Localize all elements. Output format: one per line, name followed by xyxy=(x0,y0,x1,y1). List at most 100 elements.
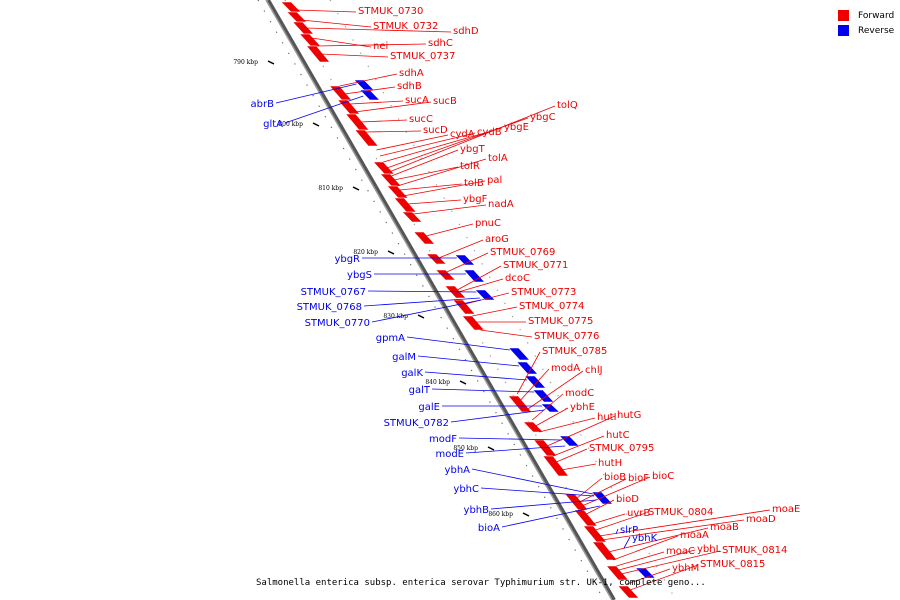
forward-leader-line xyxy=(552,435,605,457)
forward-leader-line xyxy=(620,550,721,575)
forward-feature xyxy=(393,197,417,213)
forward-gene-label: ybhL xyxy=(697,544,722,555)
tick-mark xyxy=(459,380,467,385)
tick-mark xyxy=(312,122,320,127)
label-leader-lines xyxy=(275,9,771,591)
reverse-gene-label: ybgR xyxy=(334,254,360,265)
forward-gene-label: ybgC xyxy=(530,112,556,123)
forward-gene-label: hutC xyxy=(606,430,630,441)
forward-leader-line xyxy=(601,519,745,541)
tick-mark xyxy=(352,186,360,191)
reverse-gene-label: abrB xyxy=(251,99,275,110)
reverse-leader-line xyxy=(367,290,477,293)
reverse-feature xyxy=(591,491,614,505)
reverse-leader-line xyxy=(371,299,482,323)
forward-leader-line xyxy=(586,499,615,515)
forward-leader-line xyxy=(316,43,427,47)
forward-feature xyxy=(522,421,544,433)
forward-leader-line xyxy=(354,101,432,113)
forward-gene-label: STMUK_0776 xyxy=(534,331,599,342)
forward-leader-line xyxy=(344,86,396,95)
reverse-gene-label: slrP xyxy=(620,525,638,536)
forward-gene-label: chlJ xyxy=(585,365,603,376)
forward-gene-label: moaA xyxy=(680,530,709,541)
reverse-gene-label: bioA xyxy=(478,523,500,534)
gene-labels: STMUK_0730 STMUK_0732 sdhD nei sdhC STMUK_073… xyxy=(251,6,801,574)
reverse-gene-label: galE xyxy=(418,402,440,413)
forward-gene-label: sdhD xyxy=(453,26,479,37)
reverse-gene-label: STMUK_0782 xyxy=(384,418,449,429)
forward-gene-label: bioC xyxy=(652,471,674,482)
forward-leader-line xyxy=(301,19,372,28)
forward-gene-label: pal xyxy=(487,175,502,186)
forward-gene-label: modC xyxy=(565,388,594,399)
forward-gene-label: sucB xyxy=(433,96,457,107)
forward-leader-line xyxy=(556,448,588,463)
reverse-leader-line xyxy=(450,409,545,423)
reverse-leader-line xyxy=(480,487,595,497)
forward-gene-label: aroG xyxy=(485,234,509,245)
sequence-backbone-highlight xyxy=(265,0,613,600)
forward-leader-line xyxy=(539,417,596,433)
forward-feature xyxy=(345,113,370,131)
reverse-gene-label: galM xyxy=(392,352,416,363)
forward-gene-label: moaC xyxy=(666,546,695,557)
forward-gene-label: ybhM xyxy=(672,563,699,574)
forward-leader-line xyxy=(516,351,541,395)
forward-leader-line xyxy=(612,535,679,561)
legend: Forward Reverse xyxy=(838,8,894,38)
reverse-gene-label: ybhK xyxy=(632,533,658,544)
reverse-gene-label: ybhC xyxy=(453,484,479,495)
tick-mark xyxy=(387,250,395,255)
forward-feature xyxy=(452,299,476,315)
forward-leader-line xyxy=(295,9,357,13)
reverse-leader-line xyxy=(363,297,480,307)
forward-leader-line xyxy=(446,252,489,273)
forward-gene-label: cydB xyxy=(477,127,502,138)
forward-leader-line xyxy=(457,265,502,291)
reverse-leader-line xyxy=(406,336,510,351)
reverse-leader-line xyxy=(275,83,357,104)
forward-gene-label: STMUK_0732 xyxy=(373,21,438,32)
forward-gene-label: STMUK_0785 xyxy=(542,346,607,357)
forward-feature xyxy=(292,21,315,35)
forward-gene-label: tolA xyxy=(488,153,508,164)
forward-gene-label: uvrB xyxy=(627,508,650,519)
reverse-swatch xyxy=(838,25,849,36)
forward-leader-line xyxy=(618,549,696,571)
forward-leader-line xyxy=(349,100,404,105)
forward-leader-line xyxy=(306,27,452,33)
forward-feature xyxy=(401,211,423,223)
forward-gene-label: ybgE xyxy=(504,122,529,133)
forward-gene-label: STMUK_0773 xyxy=(511,287,576,298)
forward-gene-label: STMUK_0795 xyxy=(589,443,654,454)
forward-gene-label: moaB xyxy=(710,522,739,533)
forward-gene-label: nei xyxy=(373,41,388,52)
reverse-gene-label: ybgS xyxy=(347,270,372,281)
reverse-feature xyxy=(532,389,555,403)
tick-label: 820 kbp xyxy=(353,249,378,256)
tick-mark xyxy=(417,314,425,319)
forward-leader-line xyxy=(520,368,550,401)
forward-feature xyxy=(379,173,402,187)
reverse-feature xyxy=(524,375,547,389)
forward-leader-line xyxy=(480,329,533,338)
forward-leader-line xyxy=(581,476,651,507)
sequence-backbone xyxy=(266,0,616,600)
reverse-leader-line xyxy=(424,371,528,381)
reverse-leader-line xyxy=(501,505,600,528)
reverse-gene-label: gpmA xyxy=(376,333,405,344)
legend-forward: Forward xyxy=(838,8,894,23)
reverse-gene-label: STMUK_0768 xyxy=(297,302,362,313)
reverse-feature xyxy=(634,567,657,579)
forward-leader-line xyxy=(402,180,486,197)
forward-gene-label: tolR xyxy=(460,161,480,172)
feature-blocks xyxy=(280,1,657,599)
reverse-gene-label: ybhA xyxy=(445,465,471,476)
forward-gene-label: STMUK_0774 xyxy=(519,301,584,312)
forward-gene-label: tolB xyxy=(464,178,484,189)
reverse-gene-label: galT xyxy=(409,385,431,396)
forward-feature xyxy=(507,395,533,413)
forward-feature xyxy=(386,185,409,199)
reverse-feature xyxy=(508,347,531,361)
